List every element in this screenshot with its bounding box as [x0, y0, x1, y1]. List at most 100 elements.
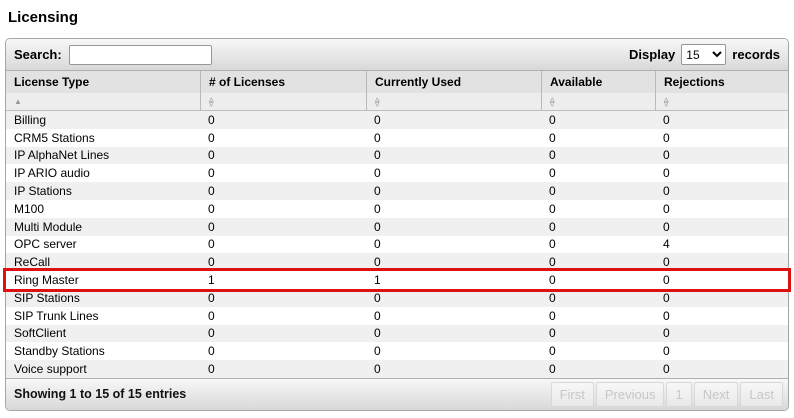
pagination-button-1[interactable]: 1 — [666, 381, 692, 407]
table-row: IP ARIO audio 0 0 0 0 — [6, 164, 788, 183]
cell-license-type: SIP Stations — [14, 290, 80, 305]
sort-both-icon: ▵ ▿ — [550, 93, 555, 109]
cell-currently-used: 0 — [374, 219, 381, 234]
cell-license-type: Standby Stations — [14, 344, 105, 359]
cell-rejections: 4 — [663, 237, 670, 252]
cell-license-type: SIP Trunk Lines — [14, 308, 99, 323]
cell-rejections: 0 — [663, 326, 670, 341]
cell-num-licenses: 0 — [208, 308, 215, 323]
page-title: Licensing — [8, 9, 79, 26]
cell-num-licenses: 0 — [208, 130, 215, 145]
cell-available: 0 — [549, 255, 556, 270]
table-body: Billing 0 0 0 0 CRM5 Stations 0 0 0 0 IP… — [3, 111, 791, 378]
column-header-label: License Type — [14, 75, 90, 89]
pagination-button-next[interactable]: Next — [693, 381, 739, 407]
column-header-label: Currently Used — [375, 75, 462, 89]
column-header-currently-used[interactable]: Currently Used ▵ ▿ — [366, 71, 541, 111]
cell-available: 0 — [549, 166, 556, 181]
cell-license-type: Multi Module — [14, 219, 83, 234]
cell-currently-used: 0 — [374, 201, 381, 216]
cell-available: 0 — [549, 344, 556, 359]
cell-currently-used: 0 — [374, 308, 381, 323]
cell-rejections: 0 — [663, 166, 670, 181]
cell-currently-used: 0 — [374, 326, 381, 341]
table-row: Billing 0 0 0 0 — [6, 111, 788, 129]
display-count-select[interactable]: 15 — [681, 44, 727, 65]
cell-license-type: Ring Master — [14, 273, 79, 288]
cell-num-licenses: 0 — [208, 219, 215, 234]
column-header-license-type[interactable]: License Type ▲ — [6, 71, 200, 111]
cell-currently-used: 0 — [374, 184, 381, 199]
records-label: records — [732, 47, 780, 62]
column-header--of-licenses[interactable]: # of Licenses ▵ ▿ — [200, 71, 366, 111]
cell-currently-used: 0 — [374, 290, 381, 305]
cell-license-type: OPC server — [14, 237, 77, 252]
cell-num-licenses: 1 — [208, 273, 215, 288]
cell-license-type: IP AlphaNet Lines — [14, 148, 110, 163]
column-header-label: Available — [550, 75, 603, 89]
cell-currently-used: 1 — [374, 273, 381, 288]
cell-available: 0 — [549, 184, 556, 199]
cell-available: 0 — [549, 273, 556, 288]
table-row: Multi Module 0 0 0 0 — [6, 217, 788, 236]
showing-entries-text: Showing 1 to 15 of 15 entries — [14, 387, 187, 402]
cell-currently-used: 0 — [374, 362, 381, 377]
sort-both-icon: ▵ ▿ — [664, 93, 669, 109]
pagination-button-first[interactable]: First — [550, 381, 594, 407]
cell-num-licenses: 0 — [208, 201, 215, 216]
cell-num-licenses: 0 — [208, 326, 215, 341]
cell-num-licenses: 0 — [208, 237, 215, 252]
pagination: First Previous 1 Next Last — [549, 381, 783, 407]
table-footer: Showing 1 to 15 of 15 entries First Previ… — [6, 377, 788, 410]
column-header-label: # of Licenses — [209, 75, 286, 89]
cell-license-type: SoftClient — [14, 326, 67, 341]
cell-rejections: 0 — [663, 112, 670, 127]
cell-num-licenses: 0 — [208, 112, 215, 127]
cell-license-type: CRM5 Stations — [14, 130, 95, 145]
cell-available: 0 — [549, 201, 556, 216]
cell-rejections: 0 — [663, 290, 670, 305]
cell-num-licenses: 0 — [208, 255, 215, 270]
table-row: SIP Stations 0 0 0 0 — [6, 288, 788, 307]
cell-rejections: 0 — [663, 273, 670, 288]
table-row: IP Stations 0 0 0 0 — [6, 182, 788, 200]
cell-available: 0 — [549, 308, 556, 323]
table-row: SoftClient 0 0 0 0 — [6, 324, 788, 343]
cell-available: 0 — [549, 112, 556, 127]
pagination-button-last[interactable]: Last — [740, 381, 783, 407]
licensing-table-container: Search: Display 15 records License Type … — [3, 38, 791, 411]
cell-license-type: ReCall — [14, 255, 51, 270]
cell-license-type: Billing — [14, 112, 47, 127]
cell-available: 0 — [549, 237, 556, 252]
column-header-rejections[interactable]: Rejections ▵ ▿ — [655, 71, 788, 111]
cell-currently-used: 0 — [374, 237, 381, 252]
cell-num-licenses: 0 — [208, 184, 215, 199]
sort-both-icon: ▵ ▿ — [375, 93, 380, 109]
table-row: Standby Stations 0 0 0 0 — [6, 342, 788, 361]
cell-num-licenses: 0 — [208, 148, 215, 163]
table-row: ReCall 0 0 0 0 — [6, 253, 788, 272]
search-input[interactable] — [68, 44, 212, 65]
table-header-row: License Type ▲ # of Licenses ▵ ▿ Currentl… — [6, 71, 788, 111]
cell-currently-used: 0 — [374, 344, 381, 359]
cell-rejections: 0 — [663, 362, 670, 377]
table-row: Ring Master 1 1 0 0 — [3, 268, 791, 292]
cell-rejections: 0 — [663, 130, 670, 145]
display-label: Display — [629, 47, 676, 62]
cell-rejections: 0 — [663, 219, 670, 234]
cell-license-type: M100 — [14, 201, 45, 216]
column-header-available[interactable]: Available ▵ ▿ — [541, 71, 655, 111]
cell-available: 0 — [549, 362, 556, 377]
pagination-button-previous[interactable]: Previous — [595, 381, 665, 407]
cell-num-licenses: 0 — [208, 344, 215, 359]
cell-available: 0 — [549, 148, 556, 163]
cell-rejections: 0 — [663, 148, 670, 163]
cell-num-licenses: 0 — [208, 290, 215, 305]
cell-rejections: 0 — [663, 344, 670, 359]
cell-available: 0 — [549, 326, 556, 341]
table-toolbar: Search: Display 15 records — [6, 39, 788, 71]
cell-available: 0 — [549, 290, 556, 305]
cell-license-type: IP ARIO audio — [14, 166, 90, 181]
cell-license-type: Voice support — [14, 362, 87, 377]
table-row: Voice support 0 0 0 0 — [6, 360, 788, 378]
